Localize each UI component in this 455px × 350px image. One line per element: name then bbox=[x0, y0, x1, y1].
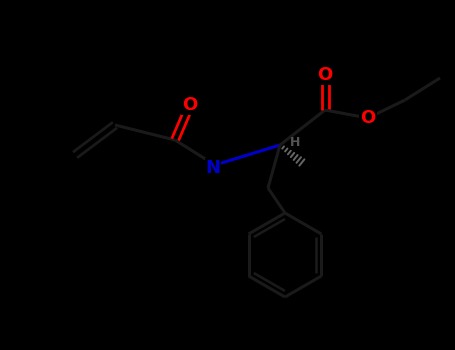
Text: O: O bbox=[360, 109, 376, 127]
Text: N: N bbox=[206, 159, 221, 177]
Text: O: O bbox=[318, 66, 333, 84]
Text: O: O bbox=[182, 96, 197, 114]
Text: H: H bbox=[290, 136, 300, 149]
